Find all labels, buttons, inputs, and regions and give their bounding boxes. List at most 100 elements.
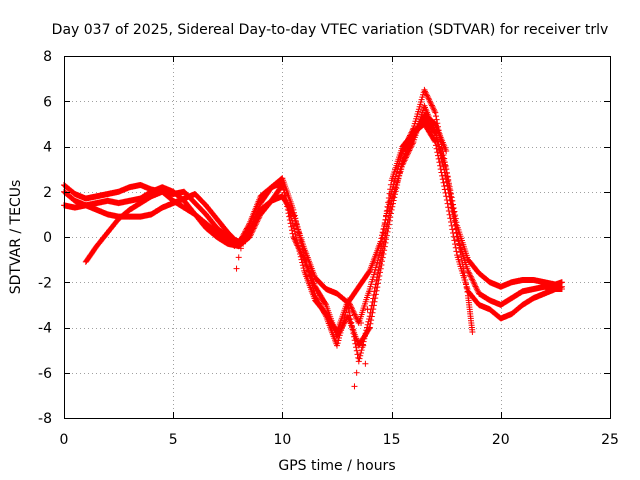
- data-point-run: [148, 205, 165, 218]
- data-point-run: [203, 224, 220, 240]
- data-point-run: [203, 202, 220, 222]
- data-point-run: [312, 274, 329, 292]
- data-point-run: [257, 198, 274, 218]
- data-point: [353, 369, 360, 376]
- data-point-run: [486, 306, 504, 321]
- data-point-run: [246, 212, 263, 240]
- series-track-6: [231, 236, 373, 390]
- data-point-run: [104, 216, 121, 236]
- data-point-run: [399, 131, 416, 154]
- data-point: [231, 243, 238, 250]
- data-point-run: [159, 188, 176, 204]
- data-point-run: [192, 211, 209, 226]
- data-point: [558, 286, 565, 293]
- data-point-run: [377, 210, 394, 272]
- data-point-run: [465, 292, 476, 333]
- data-point-run: [377, 181, 394, 254]
- series-layer: [61, 86, 565, 390]
- grid: [64, 56, 610, 418]
- chart-title: Day 037 of 2025, Sidereal Day-to-day VTE…: [52, 22, 609, 38]
- data-point-run: [476, 290, 493, 303]
- data-point-run: [312, 297, 329, 317]
- data-point-run: [181, 204, 198, 217]
- data-point-run: [126, 200, 143, 213]
- data-point-run: [93, 206, 110, 218]
- data-point-run: [268, 183, 285, 204]
- y-tick-label: 0: [43, 230, 52, 246]
- data-point-run: [137, 182, 154, 193]
- data-point-run: [257, 184, 274, 200]
- data-point-run: [421, 111, 438, 127]
- series-track-4: [61, 111, 450, 349]
- y-tick-label: -6: [38, 366, 52, 382]
- data-point: [240, 240, 247, 247]
- ticks: 0 5 10 15 20 25 -8 -6 -4 -2 0 2 4 6 8: [38, 49, 619, 448]
- data-point-run: [497, 295, 514, 308]
- data-point-run: [399, 135, 416, 164]
- data-point: [355, 338, 362, 345]
- data-point-run: [82, 244, 100, 265]
- x-axis-label: GPS time / hours: [278, 458, 395, 474]
- data-point-run: [192, 191, 209, 208]
- data-point-run: [421, 116, 438, 136]
- data-point-run: [476, 301, 493, 313]
- data-point-run: [334, 314, 351, 340]
- data-point-run: [290, 234, 307, 262]
- y-tick-label: 2: [43, 185, 52, 201]
- data-point-run: [213, 224, 231, 240]
- data-point: [237, 245, 244, 252]
- y-tick-label: -8: [38, 411, 52, 427]
- data-point-run: [508, 302, 525, 317]
- y-tick-label: 6: [43, 94, 52, 110]
- data-point-run: [115, 184, 132, 195]
- data-point-run: [519, 295, 536, 308]
- data-point-run: [213, 229, 231, 244]
- data-point-run: [301, 256, 318, 289]
- data-point-run: [279, 179, 296, 237]
- data-point-run: [203, 211, 220, 231]
- data-point-run: [465, 256, 482, 276]
- data-point-run: [443, 193, 460, 255]
- data-point: [235, 254, 242, 261]
- data-point-run: [192, 200, 209, 217]
- data-point: [233, 265, 240, 272]
- data-point-run: [279, 175, 296, 211]
- data-point-run: [301, 267, 318, 302]
- y-tick-label: 4: [43, 140, 52, 156]
- y-tick-label: -4: [38, 321, 52, 337]
- data-point-run: [268, 180, 285, 191]
- data-point-run: [476, 270, 493, 285]
- data-point: [351, 383, 358, 390]
- data-point-run: [344, 297, 362, 325]
- data-point: [358, 319, 365, 326]
- data-point-run: [290, 206, 307, 256]
- y-tick-label: 8: [43, 49, 52, 65]
- data-point: [366, 288, 373, 295]
- series-track-5: [399, 116, 476, 336]
- data-point-run: [82, 202, 100, 213]
- x-tick-label: 5: [169, 432, 178, 448]
- data-point-run: [366, 269, 383, 331]
- data-point-run: [432, 120, 449, 153]
- data-point-run: [213, 215, 231, 235]
- data-point-run: [421, 86, 438, 115]
- x-tick-label: 0: [60, 432, 69, 448]
- data-point-run: [203, 220, 220, 235]
- data-point-run: [508, 288, 525, 302]
- data-point-run: [355, 325, 373, 349]
- data-point-run: [454, 229, 471, 295]
- data-point-run: [323, 301, 340, 338]
- data-point-run: [421, 120, 438, 144]
- y-tick-label: -2: [38, 275, 52, 291]
- data-point-run: [137, 193, 154, 207]
- data-point-run: [344, 313, 362, 347]
- data-point-run: [497, 311, 514, 322]
- data-point: [469, 329, 476, 336]
- y-axis-label: SDTVAR / TECUs: [8, 180, 24, 295]
- data-point-run: [366, 240, 383, 274]
- data-point-run: [137, 189, 154, 202]
- x-tick-label: 25: [601, 432, 619, 448]
- x-tick-label: 15: [383, 432, 401, 448]
- data-point-run: [443, 166, 460, 232]
